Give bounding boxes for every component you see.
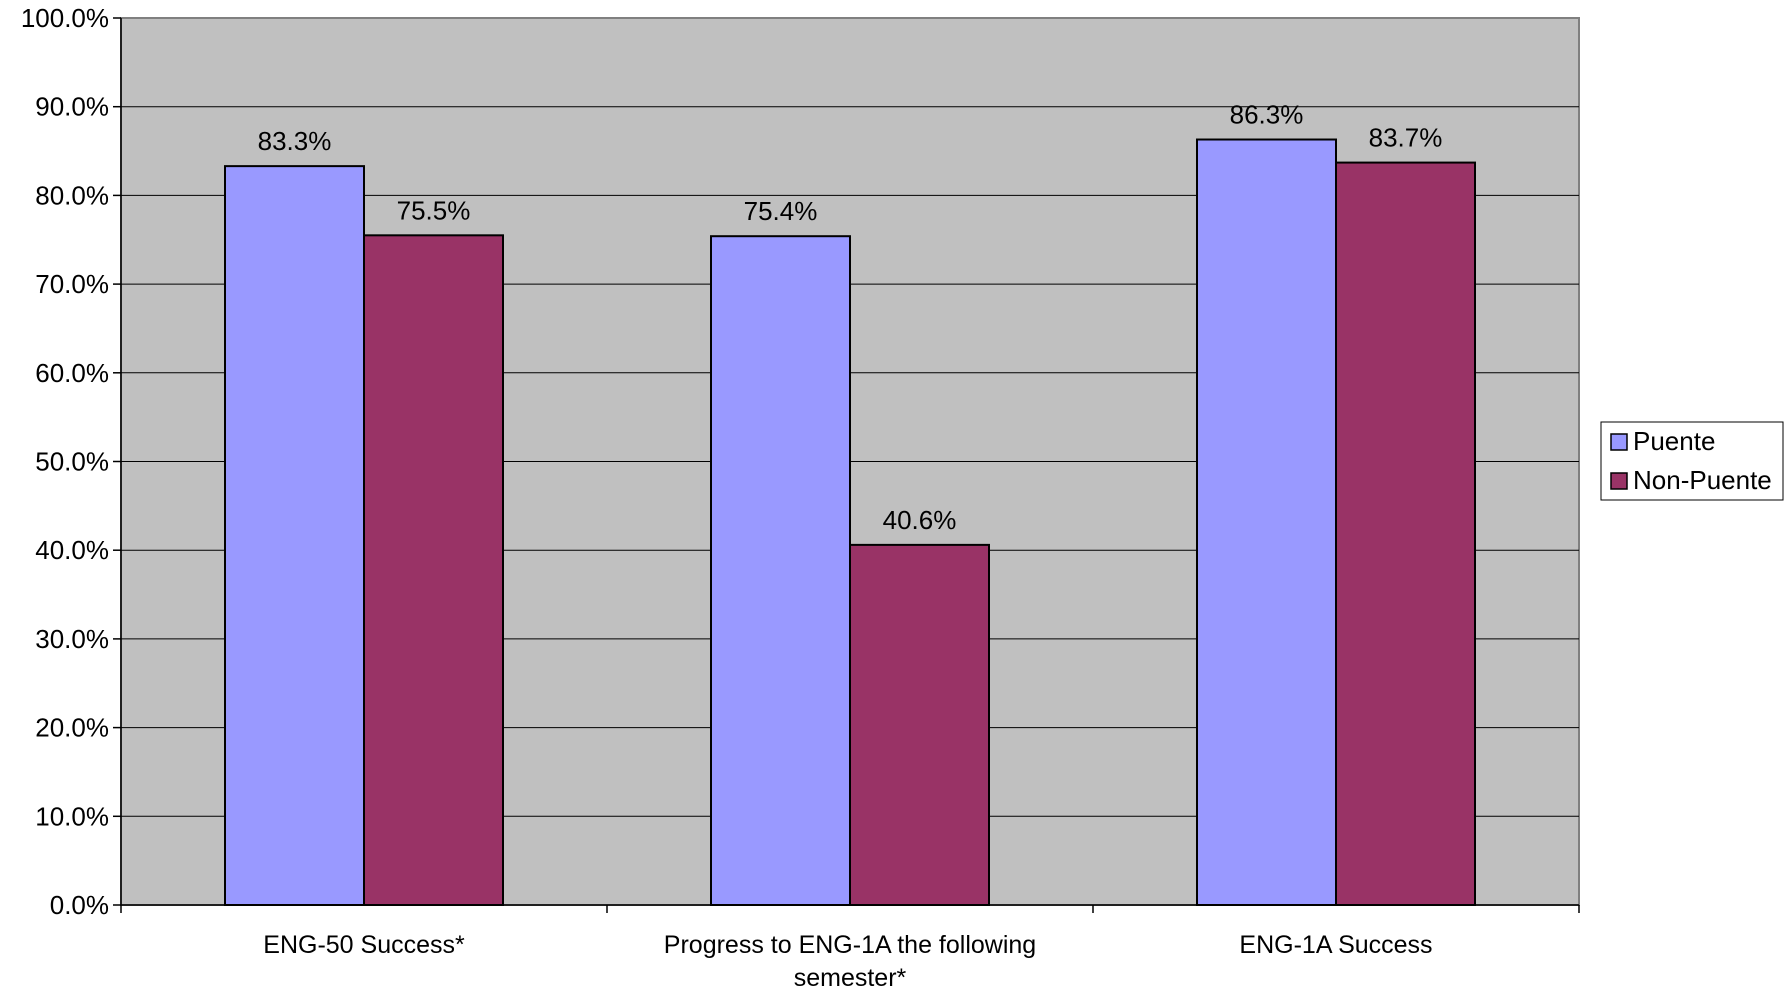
data-label: 75.5% [397, 195, 471, 225]
data-label: 83.7% [1369, 123, 1443, 153]
y-tick-label: 100.0% [21, 3, 109, 33]
x-category-label: Progress to ENG-1A the following semester… [664, 931, 1036, 986]
x-axis: ENG-50 Success* Progress to ENG-1A the fo… [120, 904, 1580, 986]
y-tick-label: 20.0% [35, 713, 109, 743]
legend: Puente Non-Puente [1600, 421, 1784, 501]
legend-label: Non-Puente [1633, 465, 1772, 495]
y-tick-label: 40.0% [35, 535, 109, 565]
bar-puente-1 [710, 235, 851, 906]
data-label: 86.3% [1230, 100, 1304, 130]
data-label: 40.6% [883, 505, 957, 535]
y-tick-label: 0.0% [50, 890, 109, 920]
x-category-label: ENG-1A Success [1239, 931, 1432, 959]
data-label: 83.3% [258, 126, 332, 156]
y-tick-label: 70.0% [35, 269, 109, 299]
x-category-label: ENG-50 Success* [263, 931, 465, 959]
y-tick-label: 60.0% [35, 358, 109, 388]
bar-puente-2 [1196, 138, 1337, 907]
y-axis: 0.0% 10.0% 20.0% 30.0% 40.0% 50.0% 60.0% 70.0% 8… [21, 3, 122, 920]
legend-label: Puente [1633, 426, 1715, 456]
y-tick-label: 10.0% [35, 801, 109, 831]
bar-non-puente-1 [849, 543, 990, 906]
legend-swatch [1610, 433, 1628, 451]
y-tick-label: 80.0% [35, 180, 109, 210]
y-tick-label: 30.0% [35, 624, 109, 654]
bar-puente-0 [224, 165, 365, 906]
legend-swatch [1610, 472, 1628, 490]
bar-non-puente-0 [363, 234, 504, 906]
bars [224, 138, 1476, 907]
y-tick-label: 90.0% [35, 92, 109, 122]
y-tick-label: 50.0% [35, 447, 109, 477]
legend-box [1600, 421, 1784, 501]
bar-non-puente-2 [1335, 161, 1476, 906]
data-labels: 83.3% 75.5% 75.4% 40.6% 86.3% 83.7% [258, 100, 1443, 535]
data-label: 75.4% [744, 196, 818, 226]
